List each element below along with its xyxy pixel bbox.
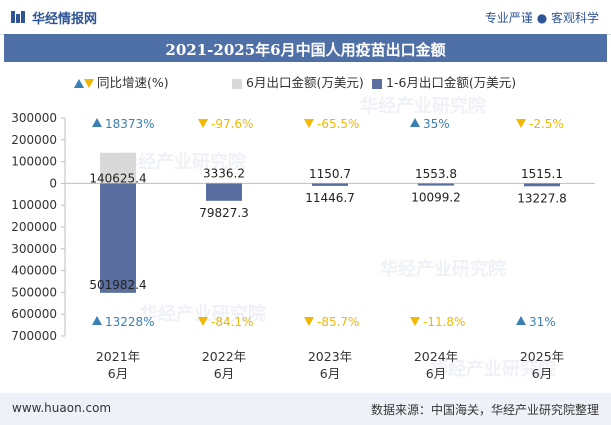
legend-cumulative-swatch [372,78,382,89]
y-tick-label: 500000 [11,285,57,299]
down-triangle-icon [304,317,314,326]
x-tick-label: 6月 [426,366,446,381]
cumulative-growth-label: -85.7% [317,315,359,329]
y-tick-label: 100000 [11,155,57,169]
x-tick-label: 2021年 [96,349,140,364]
june-value-label: 1553.8 [415,167,457,181]
june-bar [206,182,242,184]
y-tick-label: 300000 [11,242,57,256]
watermark: 华经产业研究院 [120,152,246,173]
cumulative-value-label: 11446.7 [305,191,355,205]
slogan: 专业严谨 ● 客观科学 [484,11,599,25]
x-tick-label: 6月 [532,366,552,381]
x-tick-label: 2024年 [414,349,458,364]
down-triangle-icon [198,119,208,128]
legend-growth: 同比增速(%) [74,72,169,91]
legend-june: 6月出口金额(万美元) [232,72,364,91]
down-triangle-icon [84,79,94,88]
june-value-label: 1515.1 [521,167,563,181]
brand-name: 华经情报网 [32,12,98,27]
june-growth-label: -65.5% [317,117,359,131]
legend-june-swatch [232,78,242,89]
legend-cumulative: 1-6月出口金额(万美元) [372,72,516,91]
up-triangle-icon [74,79,84,88]
cumulative-bar [206,183,242,201]
watermark: 华经产业研究院 [430,359,556,380]
cumulative-growth-label: -11.8% [423,315,465,329]
y-tick-label: 400000 [11,264,57,278]
x-tick-label: 2022年 [202,349,246,364]
june-bar [100,152,136,184]
title-bar: 2021-2025年6月中国人用疫苗出口金额 [4,34,607,62]
legend-growth-label: 同比增速(%) [97,75,169,90]
cumulative-bar [312,183,348,186]
watermark: 华经产业研究院 [360,96,486,117]
footer: www.huaon.com 数据来源：中国海关，华经产业研究院整理 [0,393,611,425]
cumulative-bar [418,183,454,186]
x-tick-label: 6月 [108,366,128,381]
june-value-label: 3336.2 [203,167,245,181]
down-triangle-icon [304,119,314,128]
x-tick-label: 2023年 [308,349,352,364]
top-bar: 华经情报网 专业严谨 ● 客观科学 [0,0,611,35]
watermark: 华经产业研究院 [140,304,266,325]
up-triangle-icon [92,118,102,127]
cumulative-bar [100,183,136,293]
x-tick-label: 2025年 [520,349,564,364]
cumulative-growth-label: 13228% [105,315,155,329]
legend-cumulative-label: 1-6月出口金额(万美元) [386,75,517,90]
cumulative-value-label: 10099.2 [411,191,461,205]
data-source: 数据来源：中国海关，华经产业研究院整理 [370,403,599,417]
y-tick-label: 300000 [11,111,57,125]
down-triangle-icon [410,317,420,326]
june-growth-label: -97.6% [211,117,253,131]
y-tick-label: 700000 [11,329,57,343]
up-triangle-icon [410,118,420,127]
cumulative-growth-label: -84.1% [211,315,253,329]
june-growth-label: 35% [423,117,450,131]
y-tick-label: 200000 [11,220,57,234]
june-value-label: 1150.7 [309,167,351,181]
chart-title: 2021-2025年6月中国人用疫苗出口金额 [165,41,446,59]
june-value-label: 140625.4 [89,172,146,186]
cumulative-growth-label: 31% [529,315,556,329]
cumulative-value-label: 13227.8 [517,191,567,205]
y-tick-label: 600000 [11,307,57,321]
site-url: www.huaon.com [12,401,112,415]
logo-icon [11,11,25,23]
x-tick-label: 6月 [214,366,234,381]
legend: 同比增速(%) 6月出口金额(万美元) 1-6月出口金额(万美元) [0,72,611,94]
y-tick-label: 100000 [11,198,57,212]
legend-june-label: 6月出口金额(万美元) [246,75,364,90]
watermark: 华经产业研究院 [380,259,506,280]
up-triangle-icon [92,316,102,325]
down-triangle-icon [198,317,208,326]
down-triangle-icon [516,119,526,128]
y-tick-label: 0 [49,176,57,190]
june-growth-label: 18373% [105,117,155,131]
y-tick-label: 200000 [11,133,57,147]
june-growth-label: -2.5% [529,117,564,131]
x-tick-label: 6月 [320,366,340,381]
cumulative-value-label: 501982.4 [89,278,146,292]
up-triangle-icon [516,316,526,325]
chart: 300000 200000 100000 0 100000 200000 300000 400… [11,111,595,381]
cumulative-bar [524,183,560,187]
cumulative-value-label: 79827.3 [199,206,249,220]
